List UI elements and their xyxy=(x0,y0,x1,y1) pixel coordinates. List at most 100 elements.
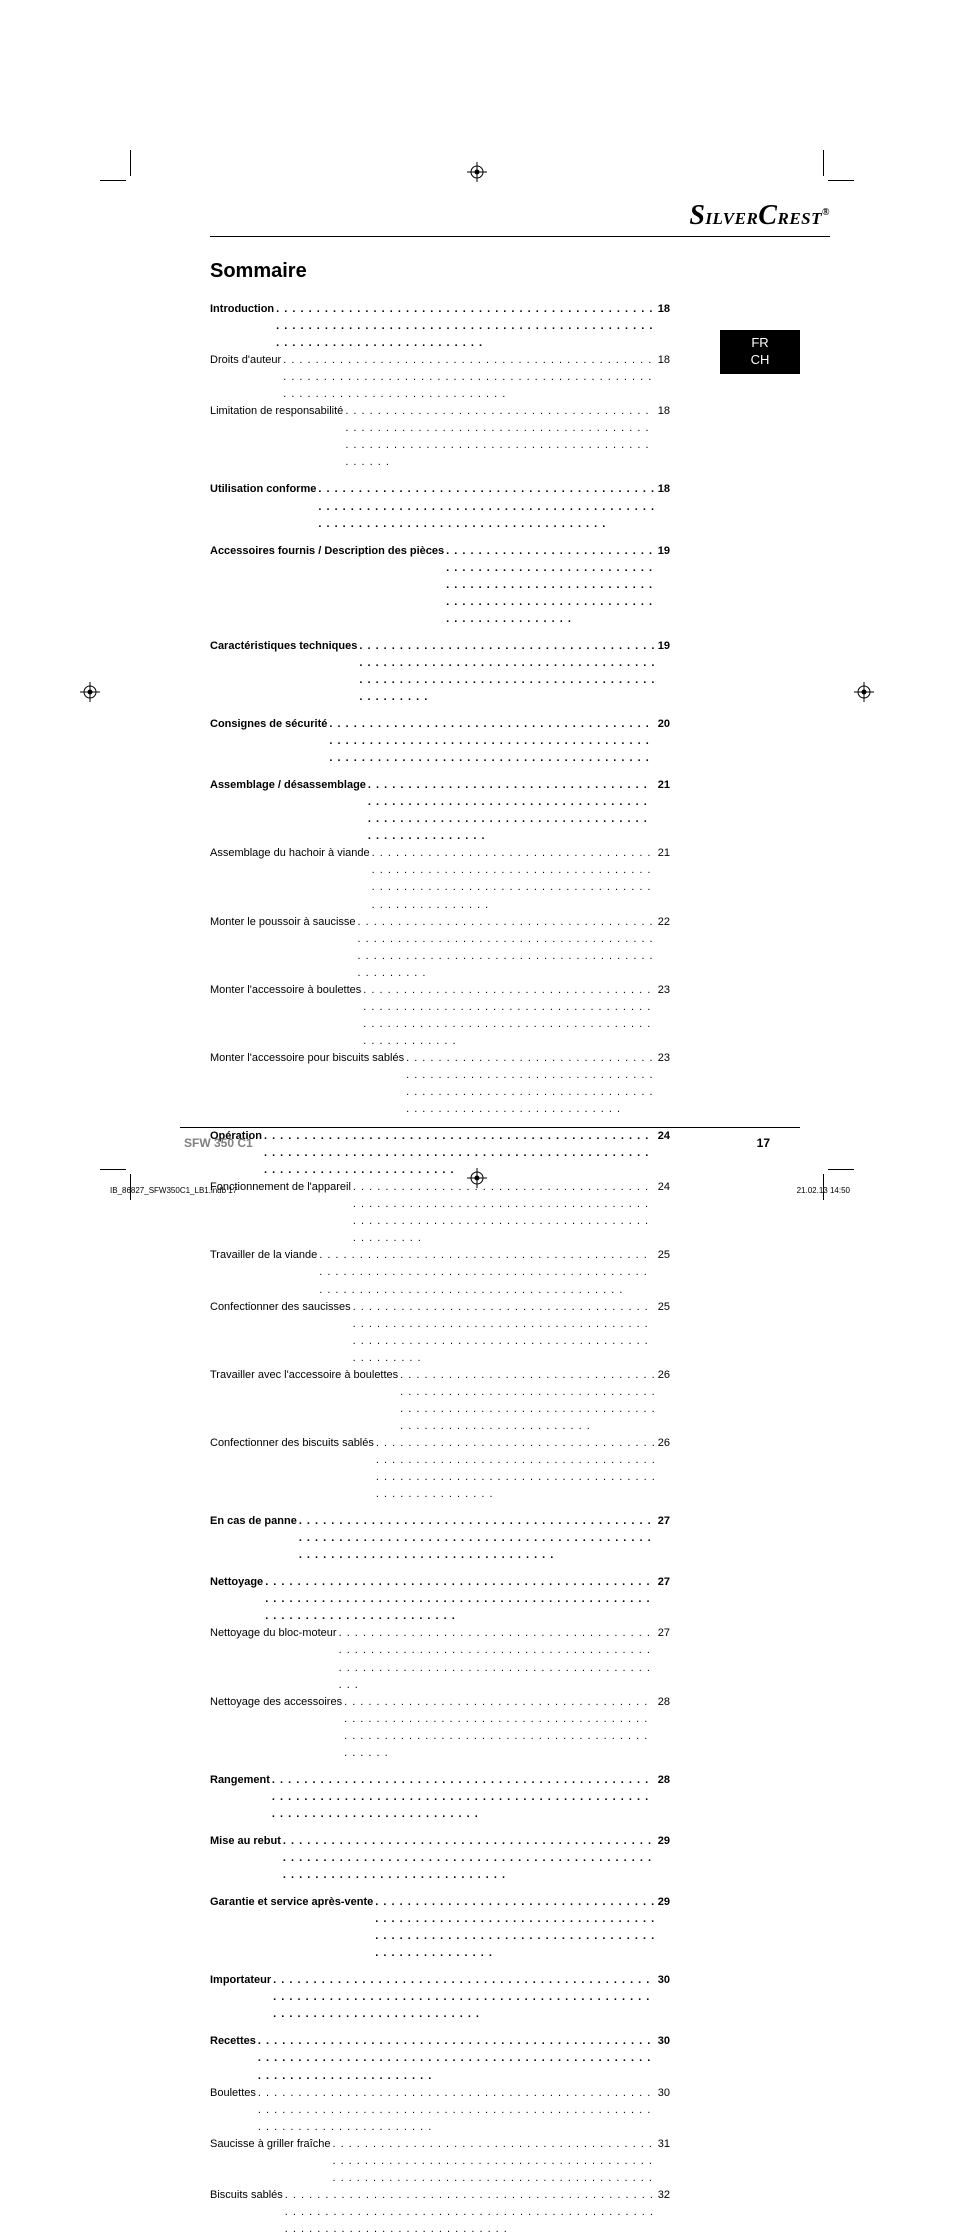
toc-label: Saucisse à griller fraîche xyxy=(210,2136,330,2153)
toc-label: Consignes de sécurité xyxy=(210,716,327,733)
toc-leader xyxy=(258,2033,656,2084)
crop-mark xyxy=(100,1169,126,1170)
toc-leader xyxy=(376,1435,656,1503)
imprint-date: 21.02.13 14:50 xyxy=(797,1186,850,1195)
toc-page: 27 xyxy=(658,1513,670,1530)
toc-subitem: Confectionner des saucisses 25 xyxy=(210,1299,670,1367)
toc-section: Utilisation conforme18 xyxy=(210,481,670,532)
toc-section: Introduction18 xyxy=(210,301,670,352)
toc-page: 31 xyxy=(658,2136,670,2153)
toc-subitem: Confectionner des biscuits sablés 26 xyxy=(210,1435,670,1503)
toc-label: Droits d'auteur xyxy=(210,352,281,369)
toc-label: Caractéristiques techniques xyxy=(210,638,357,655)
toc-label: Confectionner des saucisses xyxy=(210,1299,351,1316)
toc-label: Utilisation conforme xyxy=(210,481,316,498)
toc-subitem: Travailler de la viande25 xyxy=(210,1247,670,1298)
toc-subitem: Limitation de responsabilité18 xyxy=(210,403,670,471)
toc-leader xyxy=(273,1972,656,2023)
toc-page: 27 xyxy=(658,1574,670,1591)
toc-leader xyxy=(318,481,655,532)
model-label: SFW 350 C1 xyxy=(184,1136,253,1150)
toc-label: Monter l'accessoire pour biscuits sablés xyxy=(210,1050,404,1067)
toc-subitem: Monter l'accessoire pour biscuits sablés… xyxy=(210,1050,670,1118)
toc-subitem: Droits d'auteur 18 xyxy=(210,352,670,403)
crop-mark xyxy=(828,180,854,181)
registration-mark-icon xyxy=(80,682,100,702)
toc-page: 18 xyxy=(658,403,670,420)
toc-label: Assemblage du hachoir à viande xyxy=(210,845,370,862)
toc-label: Monter le poussoir à saucisse xyxy=(210,914,356,931)
registered-icon: ® xyxy=(822,207,830,218)
toc-label: En cas de panne xyxy=(210,1513,297,1530)
toc-section: Importateur30 xyxy=(210,1972,670,2023)
toc-leader xyxy=(319,1247,656,1298)
divider xyxy=(180,1127,800,1128)
toc-page: 30 xyxy=(658,2033,670,2050)
toc-page: 23 xyxy=(658,982,670,999)
toc-page: 25 xyxy=(658,1299,670,1316)
crop-mark xyxy=(823,150,824,176)
language-tab: FR CH xyxy=(720,330,800,374)
toc-subitem: Travailler avec l'accessoire à boulettes… xyxy=(210,1367,670,1435)
footer: SFW 350 C1 17 xyxy=(180,1127,800,1150)
toc-leader xyxy=(400,1367,656,1435)
page-number: 17 xyxy=(757,1136,770,1150)
toc-label: Biscuits sablés xyxy=(210,2187,283,2204)
toc-label: Nettoyage xyxy=(210,1574,263,1591)
toc-leader xyxy=(372,845,656,913)
toc-page: 28 xyxy=(658,1694,670,1711)
toc-leader xyxy=(363,982,655,1050)
toc-leader xyxy=(283,1833,656,1884)
toc-page: 20 xyxy=(658,716,670,733)
toc-subitem: Monter le poussoir à saucisse 22 xyxy=(210,914,670,982)
toc-section: Consignes de sécurité 20 xyxy=(210,716,670,767)
registration-mark-icon xyxy=(467,162,487,182)
toc-section: Mise au rebut 29 xyxy=(210,1833,670,1884)
toc-label: Importateur xyxy=(210,1972,271,1989)
toc-leader xyxy=(258,2085,656,2136)
brand-logo: SilverCrest® xyxy=(210,200,830,232)
toc-leader xyxy=(332,2136,655,2187)
toc-page: 22 xyxy=(658,914,670,931)
crop-mark xyxy=(100,180,126,181)
toc-section: Assemblage / désassemblage21 xyxy=(210,777,670,845)
toc-page: 21 xyxy=(658,777,670,794)
toc-page: 23 xyxy=(658,1050,670,1067)
toc-label: Travailler de la viande xyxy=(210,1247,317,1264)
toc-label: Introduction xyxy=(210,301,274,318)
toc-page: 26 xyxy=(658,1435,670,1452)
toc-leader xyxy=(299,1513,656,1564)
toc-leader xyxy=(359,638,655,706)
header: SilverCrest® xyxy=(210,200,830,237)
toc-label: Recettes xyxy=(210,2033,256,2050)
toc-label: Nettoyage des accessoires xyxy=(210,1694,342,1711)
toc-leader xyxy=(265,1574,656,1625)
toc-subitem: Monter l'accessoire à boulettes 23 xyxy=(210,982,670,1050)
toc-page: 29 xyxy=(658,1833,670,1850)
toc-leader xyxy=(283,352,656,403)
toc-label: Nettoyage du bloc-moteur xyxy=(210,1625,337,1642)
toc-section: Accessoires fournis / Description des pi… xyxy=(210,543,670,628)
toc-page: 19 xyxy=(658,638,670,655)
toc-leader xyxy=(344,1694,656,1762)
page: SilverCrest® FR CH Sommaire Introduction… xyxy=(0,0,954,1350)
toc-leader xyxy=(272,1772,656,1823)
toc-section: Recettes 30 xyxy=(210,2033,670,2084)
toc-page: 21 xyxy=(658,845,670,862)
toc-page: 26 xyxy=(658,1367,670,1384)
toc-label: Mise au rebut xyxy=(210,1833,281,1850)
toc-page: 32 xyxy=(658,2187,670,2204)
toc-section: Nettoyage 27 xyxy=(210,1574,670,1625)
toc-page: 18 xyxy=(658,352,670,369)
toc-subitem: Nettoyage du bloc-moteur27 xyxy=(210,1625,670,1693)
toc-label: Monter l'accessoire à boulettes xyxy=(210,982,361,999)
toc-leader xyxy=(285,2187,656,2238)
toc-label: Confectionner des biscuits sablés xyxy=(210,1435,374,1452)
toc-page: 29 xyxy=(658,1894,670,1911)
registration-mark-icon xyxy=(854,682,874,702)
toc-label: Travailler avec l'accessoire à boulettes xyxy=(210,1367,398,1384)
toc-page: 30 xyxy=(658,2085,670,2102)
toc-label: Accessoires fournis / Description des pi… xyxy=(210,543,444,560)
table-of-contents: Sommaire Introduction18Droits d'auteur18… xyxy=(210,260,670,2238)
toc-leader xyxy=(446,543,656,628)
